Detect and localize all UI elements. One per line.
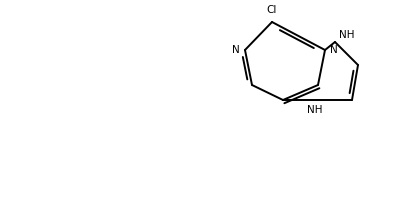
Text: Cl: Cl (267, 5, 277, 15)
Text: NH: NH (307, 105, 323, 115)
Text: N: N (330, 45, 338, 55)
Text: NH: NH (339, 30, 355, 40)
Text: N: N (232, 45, 240, 55)
